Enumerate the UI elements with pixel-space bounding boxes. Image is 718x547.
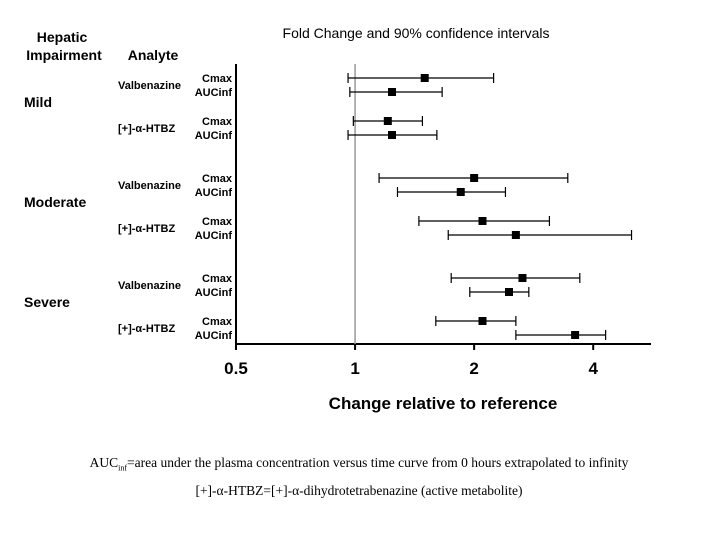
group-label: Moderate [24,194,86,210]
param-label: AUCinf [195,187,233,199]
param-label: Cmax [202,116,233,128]
param-label: AUCinf [195,130,233,142]
analyte-label: Valbenazine [118,80,181,92]
x-tick-label: 1 [350,359,359,378]
analyte-label: [+]-α-HTBZ [118,323,175,335]
x-axis-label: Change relative to reference [329,394,558,413]
footnote-auc: AUCinf=area under the plasma concentrati… [89,455,629,473]
param-label: AUCinf [195,230,233,242]
analyte-label: Valbenazine [118,180,181,192]
point-estimate [478,317,487,325]
param-label: Cmax [202,273,233,285]
param-label: Cmax [202,316,233,328]
point-estimate [383,117,392,125]
chart-title: Fold Change and 90% confidence intervals [283,25,550,41]
footnotes: AUCinf=area under the plasma concentrati… [0,452,718,502]
point-estimate [456,188,465,196]
point-estimate [504,288,513,296]
point-estimate [478,217,487,225]
footnote-htbz: [+]-α-HTBZ=[+]-α-dihydrotetrabenazine (a… [195,482,523,498]
header-analyte: Analyte [128,47,179,63]
point-estimate [388,131,397,139]
header-hepatic-impairment: Hepatic Impairment [26,29,102,63]
group-label: Mild [24,94,52,110]
point-estimate [470,174,479,182]
analyte-label: [+]-α-HTBZ [118,223,175,235]
x-axis: 0.5 1 2 4 [224,64,651,378]
param-label: Cmax [202,173,233,185]
x-tick-label: 4 [588,359,598,378]
param-label: AUCinf [195,87,233,99]
row-labels: Mild Valbenazine Cmax AUCinf [+]-α-HTBZ Cmax A… [24,73,233,342]
x-tick-label: 2 [469,359,478,378]
point-estimate [571,331,580,339]
point-estimate [420,74,429,82]
param-label: Cmax [202,216,233,228]
param-label: Cmax [202,73,233,85]
x-tick-label: 0.5 [224,359,248,378]
param-label: AUCinf [195,330,233,342]
analyte-label: Valbenazine [118,280,181,292]
point-estimate [388,88,397,96]
point-estimate [511,231,520,239]
group-label: Severe [24,294,70,310]
analyte-label: [+]-α-HTBZ [118,123,175,135]
data-marks [347,73,633,340]
param-label: AUCinf [195,287,233,299]
point-estimate [518,274,527,282]
